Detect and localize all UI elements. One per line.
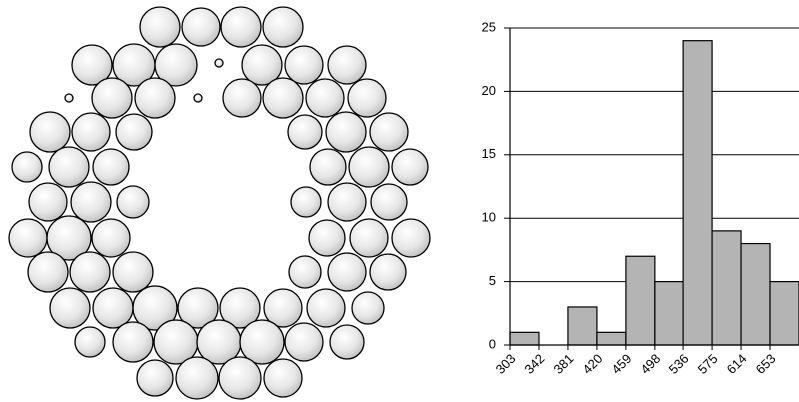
sphere xyxy=(11,151,43,183)
sphere xyxy=(74,326,106,358)
sphere xyxy=(241,44,283,86)
sphere xyxy=(329,324,365,360)
sphere xyxy=(239,319,285,365)
x-tick-label: 536 xyxy=(666,351,692,377)
x-tick-label: 303 xyxy=(493,351,519,377)
sphere xyxy=(351,291,385,325)
y-tick-label: 20 xyxy=(482,83,496,98)
bar xyxy=(654,281,684,346)
sphere xyxy=(175,356,219,400)
sphere xyxy=(309,148,347,186)
bar xyxy=(509,331,540,346)
sphere xyxy=(112,251,154,293)
sphere xyxy=(349,218,389,258)
sphere xyxy=(154,43,198,87)
bar xyxy=(682,40,713,346)
sphere xyxy=(369,112,409,152)
sphere xyxy=(115,113,153,151)
y-tick-label: 15 xyxy=(482,146,496,161)
sphere xyxy=(263,288,303,328)
sphere xyxy=(91,218,131,258)
sphere xyxy=(71,112,111,152)
sphere-ring xyxy=(8,6,431,400)
sphere xyxy=(92,148,130,186)
y-tick-label: 25 xyxy=(482,19,496,34)
sphere xyxy=(27,251,69,293)
sphere xyxy=(193,93,203,103)
bar xyxy=(711,230,742,346)
bar xyxy=(769,281,799,346)
y-tick-label: 0 xyxy=(489,336,496,351)
sphere xyxy=(220,6,262,48)
x-tick-label: 420 xyxy=(580,351,606,377)
sphere xyxy=(8,218,48,258)
sphere xyxy=(287,114,323,150)
sphere xyxy=(306,288,346,328)
x-tick-label: 342 xyxy=(522,351,548,377)
sphere xyxy=(348,146,390,188)
sphere xyxy=(49,287,91,329)
sphere xyxy=(369,253,407,291)
sphere xyxy=(181,7,221,47)
sphere xyxy=(92,287,134,329)
sphere xyxy=(290,186,322,218)
x-tick-label: 575 xyxy=(695,351,721,377)
sphere xyxy=(327,182,367,222)
x-tick-label: 381 xyxy=(551,351,577,377)
sphere xyxy=(219,287,261,329)
sphere xyxy=(116,185,150,219)
sphere xyxy=(70,181,112,223)
bar xyxy=(740,242,771,346)
sphere xyxy=(222,78,262,118)
sphere xyxy=(288,255,322,289)
sphere xyxy=(69,251,111,293)
x-tick-label: 614 xyxy=(724,351,750,377)
sphere xyxy=(308,219,346,257)
sphere xyxy=(327,45,367,85)
sphere xyxy=(64,93,74,103)
sphere xyxy=(132,285,178,331)
sphere xyxy=(284,45,324,85)
bar xyxy=(625,255,656,346)
sphere xyxy=(177,287,219,329)
sphere xyxy=(305,78,345,118)
sphere xyxy=(71,44,113,86)
x-tick-label: 498 xyxy=(637,351,663,377)
sphere xyxy=(262,6,304,48)
sphere xyxy=(28,182,68,222)
sphere xyxy=(370,183,408,221)
y-tick-label: 5 xyxy=(489,273,496,288)
sphere xyxy=(134,77,176,119)
sphere xyxy=(214,58,224,68)
sphere xyxy=(48,146,90,188)
sphere xyxy=(263,358,303,398)
sphere xyxy=(262,77,304,119)
bar xyxy=(567,306,598,346)
sphere xyxy=(327,252,367,292)
sphere xyxy=(29,111,71,153)
x-tick-label: 653 xyxy=(753,351,779,377)
sphere xyxy=(139,6,181,48)
sphere xyxy=(112,321,154,363)
bar xyxy=(596,331,627,346)
x-tick-label: 459 xyxy=(608,351,634,377)
sphere xyxy=(347,78,387,118)
sphere xyxy=(218,356,262,400)
sphere xyxy=(391,218,431,258)
sphere xyxy=(46,215,92,261)
y-tick-label: 10 xyxy=(482,210,496,225)
sphere xyxy=(325,111,367,153)
sphere xyxy=(284,322,324,362)
sphere xyxy=(136,359,174,397)
sphere xyxy=(391,148,429,186)
sphere xyxy=(91,77,133,119)
